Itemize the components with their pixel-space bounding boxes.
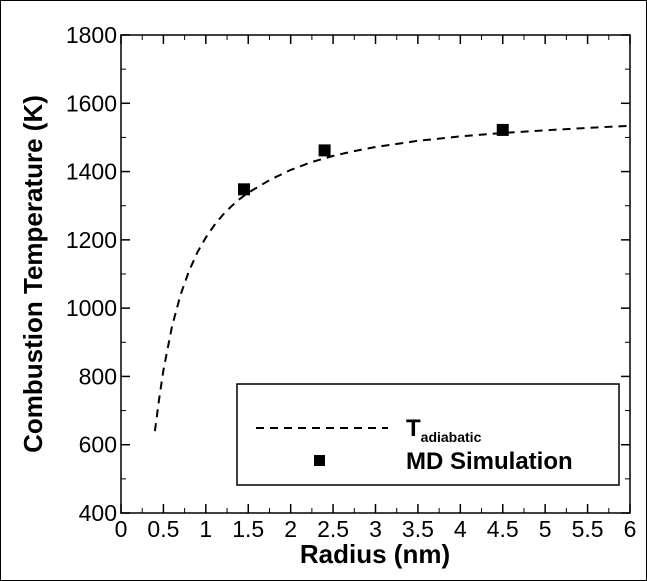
- x-axis-title: Radius (nm): [300, 539, 450, 569]
- x-tick-label: 1.5: [232, 516, 264, 542]
- legend: Tadiabatic MD Simulation: [236, 383, 620, 486]
- x-tick-label: 2: [284, 516, 297, 542]
- x-tick-label: 0.5: [147, 516, 179, 542]
- y-tick-label: 1200: [66, 227, 117, 253]
- x-tick-label: 0: [115, 516, 128, 542]
- x-tick-label: 5.5: [572, 516, 604, 542]
- legend-marker-sample: [314, 455, 325, 466]
- x-tick-label: 2.5: [317, 516, 349, 542]
- y-axis-ticks: 400 600 800 1000 1200 1400 1600 1800: [66, 22, 630, 526]
- x-tick-label: 3: [369, 516, 382, 542]
- x-tick-label: 6: [624, 516, 637, 542]
- md-simulation-point: [496, 123, 509, 136]
- y-tick-label: 1000: [66, 295, 117, 321]
- y-tick-label: 1400: [66, 159, 117, 185]
- y-tick-label: 400: [79, 500, 117, 526]
- series-md-simulation-markers: [238, 123, 509, 196]
- y-tick-label: 800: [79, 363, 117, 389]
- x-tick-label: 3.5: [402, 516, 434, 542]
- x-axis-ticks: 0 0.5 1 1.5 2 2.5 3 3.5 4 4.5 5 5.5 6: [115, 35, 637, 542]
- legend-box: [236, 383, 620, 486]
- legend-t-subscript: adiabatic: [421, 429, 482, 445]
- md-simulation-point: [238, 183, 251, 196]
- legend-item-md-simulation: MD Simulation: [406, 448, 573, 475]
- md-simulation-point: [318, 144, 331, 157]
- y-axis-title: Combustion Temperature (K): [18, 95, 48, 453]
- legend-item-t-adiabatic: Tadiabatic: [406, 415, 482, 445]
- x-tick-label: 4.5: [487, 516, 519, 542]
- legend-t-label: T: [406, 415, 421, 442]
- x-tick-label: 4: [454, 516, 467, 542]
- y-tick-label: 1800: [66, 22, 117, 48]
- x-tick-label: 1: [199, 516, 212, 542]
- y-tick-label: 600: [79, 432, 117, 458]
- x-tick-label: 5: [539, 516, 552, 542]
- y-tick-label: 1600: [66, 90, 117, 116]
